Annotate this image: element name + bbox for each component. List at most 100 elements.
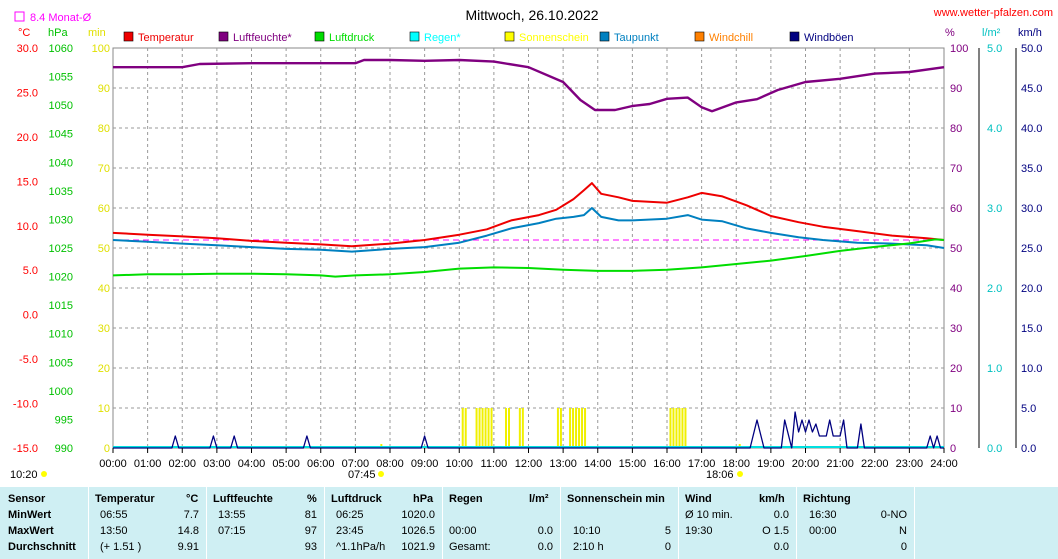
stat-w-val: 0.0 xyxy=(773,509,789,521)
axis-humidity-tick: 10 xyxy=(950,403,962,415)
x-tick-label: 03:00 xyxy=(203,458,231,470)
divider xyxy=(914,487,915,559)
axis-rain-tick: 0.0 xyxy=(987,443,1002,455)
legend: Temperatur Luftfeuchte* Luftdruck Regen* Son… xyxy=(123,31,854,44)
legend-swatch xyxy=(314,31,325,42)
legend-label: Taupunkt xyxy=(614,32,659,44)
series-temperatur xyxy=(112,182,945,248)
legend-swatch xyxy=(599,31,610,42)
unit-temp: °C xyxy=(18,27,30,39)
stat-t-val: 14.8 xyxy=(177,525,199,537)
header-humidity: Luftfeuchte xyxy=(213,493,273,505)
x-tick-label: 04:00 xyxy=(238,458,266,470)
divider xyxy=(324,487,325,559)
unit-percent: % xyxy=(945,27,955,39)
site-link[interactable]: www.wetter-pfalzen.com xyxy=(933,7,1053,19)
divider xyxy=(206,487,207,559)
axis-pressure-tick: 1060 xyxy=(49,43,73,55)
axis-wind-tick: 45.0 xyxy=(1021,83,1042,95)
stat-label: MinWert xyxy=(8,509,52,521)
stat-h-time: 07:15 xyxy=(218,525,246,537)
stat-d-val: 0 xyxy=(900,541,907,553)
axis-temp-tick: -15.0 xyxy=(13,443,38,455)
x-tick-label: 21:00 xyxy=(826,458,854,470)
axis-wind-tick: 20.0 xyxy=(1021,283,1042,295)
axis-humidity-tick: 60 xyxy=(950,203,962,215)
axis-rain-tick: 4.0 xyxy=(987,123,1002,135)
header-temp-unit: °C xyxy=(186,493,199,505)
axis-minutes-tick: 0 xyxy=(104,443,110,455)
x-tick-label: 00:00 xyxy=(99,458,127,470)
series-luftdruck xyxy=(112,238,945,278)
stat-label: MaxWert xyxy=(8,525,54,537)
unit-pressure: hPa xyxy=(48,27,68,39)
divider xyxy=(796,487,797,559)
axis-wind-tick: 30.0 xyxy=(1021,203,1042,215)
stat-p-val: 1026.5 xyxy=(401,525,435,537)
weather-chart: Mittwoch, 26.10.2022 www.wetter-pfalzen.… xyxy=(10,7,1053,481)
stat-d-time: 16:30 xyxy=(809,509,837,521)
axis-wind-tick: 5.0 xyxy=(1021,403,1036,415)
axis-wind-tick: 35.0 xyxy=(1021,163,1042,175)
x-tick-label: 18:00 xyxy=(722,458,750,470)
divider xyxy=(560,487,561,559)
header-wind: Wind xyxy=(685,493,712,505)
axis-minutes-tick: 60 xyxy=(98,203,110,215)
axis-minutes-tick: 20 xyxy=(98,363,110,375)
axis-rain-tick: 3.0 xyxy=(987,203,1002,215)
axis-pressure-tick: 1020 xyxy=(49,272,73,284)
x-tick-label: 19:00 xyxy=(757,458,785,470)
legend-label: Sonnenschein xyxy=(519,32,589,44)
axis-minutes-tick: 40 xyxy=(98,283,110,295)
axis-pressure-tick: 1030 xyxy=(49,214,73,226)
x-tick-label: 14:00 xyxy=(584,458,612,470)
series-taupunkt xyxy=(112,207,945,253)
x-tick-label: 13:00 xyxy=(549,458,577,470)
stat-s-val: 5 xyxy=(664,525,671,537)
stat-d-val: N xyxy=(899,525,907,537)
axis-minutes-tick: 50 xyxy=(98,243,110,255)
axis-rain-tick: 5.0 xyxy=(987,43,1002,55)
stat-h-val: 93 xyxy=(304,541,317,553)
header-press-unit: hPa xyxy=(413,493,434,505)
series-luftfeuchte xyxy=(113,58,945,113)
x-tick-label: 16:00 xyxy=(653,458,681,470)
axis-pressure-tick: 1015 xyxy=(49,300,73,312)
legend-label: Luftfeuchte* xyxy=(233,32,292,44)
axis-rain-tick: 2.0 xyxy=(987,283,1002,295)
sunset-icon xyxy=(737,471,743,477)
monthly-avg-label: 8.4 Monat-Ø xyxy=(30,12,92,24)
x-tick-label: 07:00 xyxy=(342,458,370,470)
axis-minutes-tick: 100 xyxy=(92,43,110,55)
stat-w-val: O 1.5 xyxy=(762,525,789,537)
axis-wind-tick: 25.0 xyxy=(1021,243,1042,255)
header-sun: Sonnenschein min xyxy=(567,493,665,505)
x-tick-label: 05:00 xyxy=(272,458,300,470)
stat-s-time: 2:10 h xyxy=(573,541,604,553)
x-tick-label: 06:00 xyxy=(307,458,335,470)
divider xyxy=(442,487,443,559)
legend-swatch xyxy=(409,31,420,42)
axis-minutes-tick: 10 xyxy=(98,403,110,415)
x-tick-label: 24:00 xyxy=(930,458,958,470)
header-wind-unit: km/h xyxy=(759,493,785,505)
axis-pressure-tick: 995 xyxy=(55,414,73,426)
monthly-avg-marker-icon xyxy=(14,11,25,22)
axis-pressure-tick: 1010 xyxy=(49,329,73,341)
unit-wind: km/h xyxy=(1018,27,1042,39)
stat-p-val: 1021.9 xyxy=(401,541,435,553)
axis-wind-tick: 50.0 xyxy=(1021,43,1042,55)
x-tick-label: 10:00 xyxy=(445,458,473,470)
x-tick-label: 15:00 xyxy=(619,458,647,470)
header-direction: Richtung xyxy=(803,493,851,505)
axis-temp-tick: 20.0 xyxy=(17,132,38,144)
stat-t-val: 9.91 xyxy=(177,541,199,553)
x-tick-label: 11:00 xyxy=(481,458,508,470)
stat-r-val: 0.0 xyxy=(537,541,553,553)
axis-humidity-tick: 80 xyxy=(950,123,962,135)
stats-table: Sensor Temperatur °C Luftfeuchte % Luftd… xyxy=(0,487,1058,559)
stat-p-time: ^1.1hPa/h xyxy=(336,541,386,553)
stat-s-val: 0 xyxy=(664,541,671,553)
axis-minutes-tick: 80 xyxy=(98,123,110,135)
stat-t-val: 7.7 xyxy=(183,509,199,521)
